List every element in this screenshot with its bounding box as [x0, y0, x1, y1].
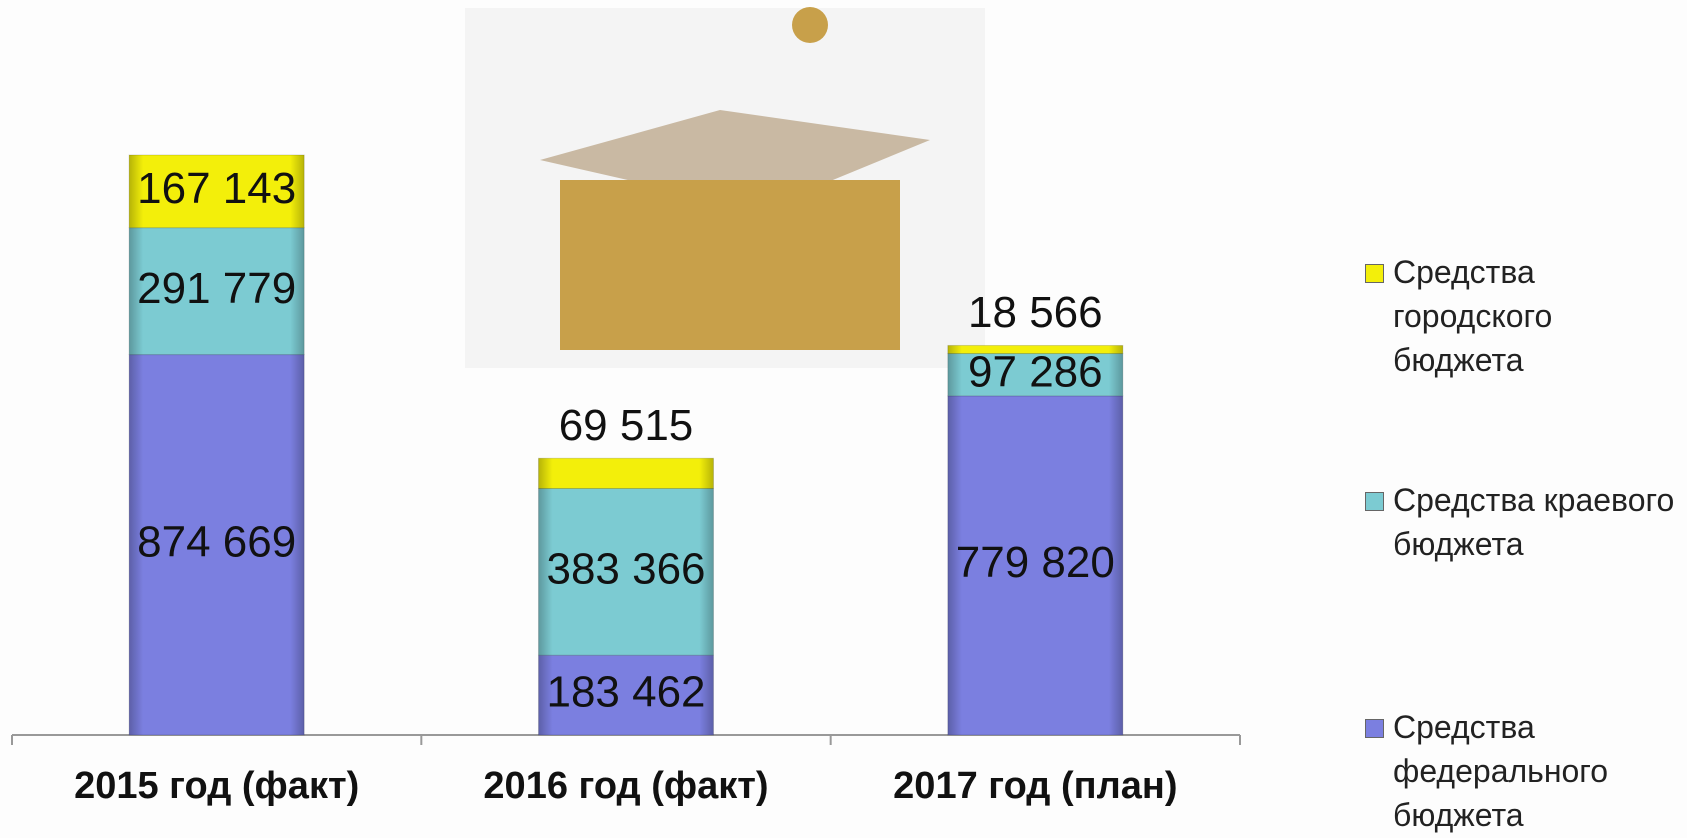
decorative-image: [465, 7, 985, 368]
data-label: 167 143: [137, 164, 296, 213]
x-tick-label: 2015 год (факт): [74, 765, 359, 807]
x-tick-label: 2016 год (факт): [483, 765, 768, 807]
bar-shade: [539, 458, 714, 488]
data-label: 291 779: [137, 264, 296, 313]
legend-label: Средства федерального бюджета: [1393, 709, 1608, 833]
data-label: 383 366: [546, 544, 705, 593]
legend-label: Средства краевого бюджета: [1393, 482, 1674, 562]
page: 2015 год (факт) 874 669 291 779 167 143 2016…: [0, 0, 1687, 838]
data-label: 97 286: [968, 347, 1103, 396]
data-label: 69 515: [559, 401, 694, 450]
data-label: 183 462: [546, 668, 705, 717]
legend-entry: Средства федерального бюджета: [1393, 705, 1683, 837]
legend-entry: Средства городского бюджета: [1393, 250, 1683, 382]
data-label: 874 669: [137, 517, 296, 566]
legend-swatch: [1365, 264, 1384, 283]
legend-swatch: [1365, 719, 1384, 738]
legend-label: Средства городского бюджета: [1393, 254, 1552, 378]
x-tick-label: 2017 год (план): [893, 765, 1177, 807]
legend-entry: Средства краевого бюджета: [1393, 478, 1683, 566]
legend-swatch: [1365, 492, 1384, 511]
bar-shade: [948, 345, 1123, 353]
data-label: 779 820: [956, 538, 1115, 587]
data-label: 18 566: [968, 288, 1103, 337]
